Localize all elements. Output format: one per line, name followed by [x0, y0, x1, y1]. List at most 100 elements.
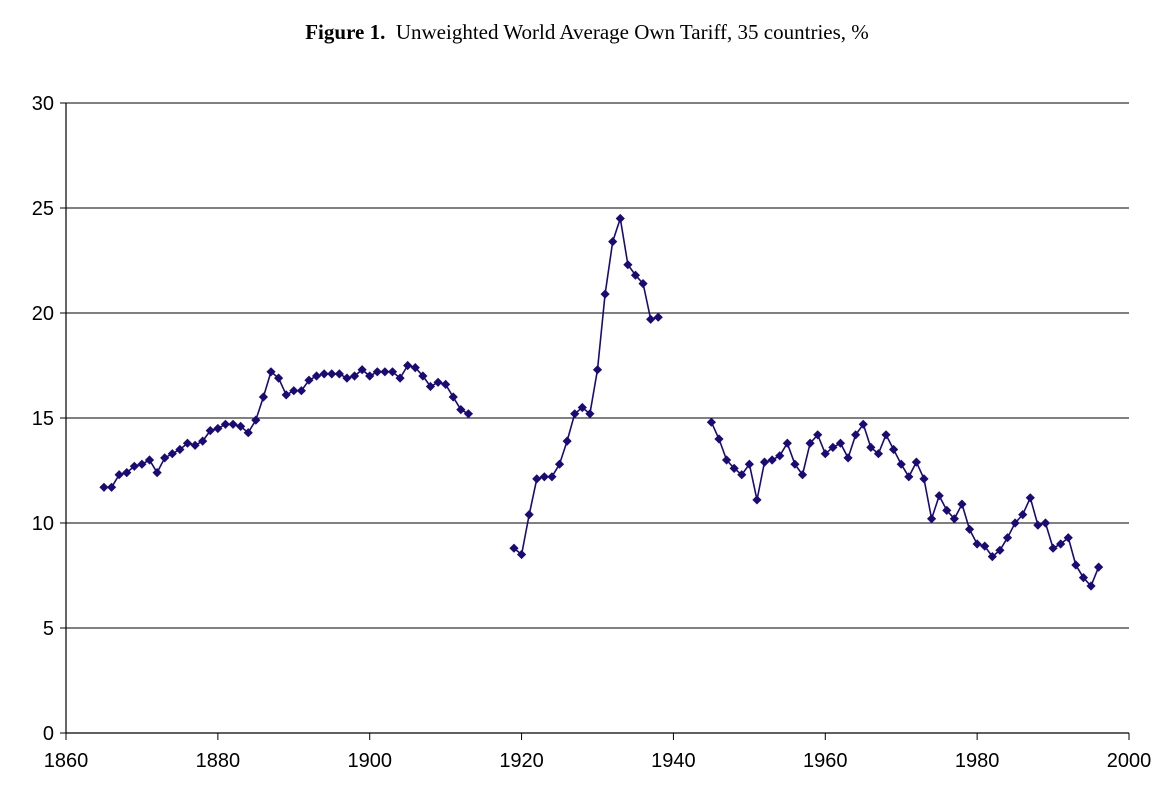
- data-point-1873: [160, 453, 170, 463]
- data-point-1911: [448, 392, 458, 402]
- data-point-1932: [608, 237, 618, 247]
- data-point-1956: [790, 459, 800, 469]
- data-point-1865: [99, 482, 109, 492]
- data-point-1896: [334, 369, 344, 379]
- data-point-1905: [403, 360, 413, 371]
- data-point-1883: [236, 421, 246, 431]
- data-point-1928: [577, 402, 587, 413]
- data-point-1927: [570, 409, 580, 419]
- data-point-1969: [889, 444, 899, 455]
- x-tick-label: 1960: [803, 750, 848, 772]
- data-point-1879: [205, 426, 215, 436]
- data-point-1979: [964, 524, 975, 534]
- data-point-1909: [433, 377, 443, 387]
- data-point-1953: [767, 455, 777, 465]
- data-point-1962: [835, 438, 846, 448]
- data-point-1868: [122, 468, 132, 478]
- data-point-1887: [266, 367, 276, 377]
- x-tick-label: 1860: [44, 750, 89, 772]
- y-tick-label: 25: [32, 198, 54, 220]
- data-point-1977: [949, 514, 959, 524]
- data-point-1981: [980, 541, 990, 551]
- x-tick-label: 1980: [955, 750, 1000, 772]
- data-point-1870: [137, 459, 147, 469]
- data-point-1919: [509, 543, 519, 553]
- data-point-1995: [1086, 581, 1096, 591]
- series-line-segment-1: [104, 364, 469, 489]
- x-tick-label: 1880: [196, 750, 241, 772]
- data-point-1936: [638, 279, 648, 289]
- data-point-1965: [858, 419, 868, 429]
- axes: [60, 102, 1130, 740]
- series: [99, 213, 1104, 591]
- data-point-1876: [182, 438, 193, 448]
- data-point-1988: [1033, 520, 1043, 530]
- data-point-1980: [972, 539, 982, 549]
- data-point-1920: [516, 549, 527, 560]
- x-tick-label: 1920: [499, 750, 544, 772]
- data-point-1908: [425, 381, 436, 392]
- data-point-1929: [585, 409, 595, 419]
- data-point-1897: [342, 373, 352, 383]
- data-point-1982: [987, 552, 997, 562]
- data-point-1913: [463, 409, 474, 419]
- data-point-1872: [152, 468, 162, 478]
- data-point-1974: [926, 514, 937, 524]
- data-point-1984: [1002, 533, 1013, 543]
- data-point-1871: [144, 455, 155, 465]
- data-point-1898: [349, 371, 360, 381]
- data-point-1904: [395, 373, 405, 383]
- data-point-1910: [441, 379, 451, 389]
- data-point-1906: [410, 363, 420, 373]
- data-point-1957: [797, 470, 808, 480]
- data-point-1921: [524, 510, 534, 520]
- data-point-1912: [456, 405, 466, 415]
- data-point-1931: [600, 289, 610, 299]
- data-point-1975: [934, 491, 944, 501]
- data-point-1990: [1048, 543, 1058, 553]
- data-point-1885: [251, 415, 261, 425]
- y-tick-label: 5: [43, 618, 54, 640]
- data-point-1966: [866, 442, 876, 452]
- data-point-1987: [1025, 493, 1035, 503]
- data-point-1968: [881, 430, 891, 440]
- data-point-1938: [653, 312, 663, 322]
- data-point-1866: [106, 482, 117, 492]
- data-point-1907: [418, 371, 428, 381]
- data-point-1949: [737, 470, 747, 480]
- data-point-1950: [744, 459, 754, 469]
- y-tick-label: 20: [32, 303, 54, 325]
- y-tick-label: 15: [32, 408, 54, 430]
- data-point-1993: [1071, 560, 1081, 570]
- data-point-1996: [1094, 562, 1104, 572]
- x-tick-label: 1940: [651, 750, 696, 772]
- data-point-1890: [289, 386, 299, 396]
- data-point-1888: [274, 373, 284, 383]
- data-point-1933: [615, 213, 625, 224]
- data-point-1923: [539, 472, 549, 482]
- data-point-1880: [213, 423, 223, 434]
- data-point-1970: [896, 459, 906, 469]
- data-point-1971: [904, 472, 914, 482]
- data-point-1934: [623, 260, 633, 270]
- x-tick-label: 1900: [347, 750, 392, 772]
- data-point-1925: [554, 459, 565, 469]
- data-point-1891: [296, 386, 306, 396]
- data-point-1893: [311, 371, 322, 381]
- data-point-1877: [190, 440, 200, 450]
- data-point-1935: [630, 270, 641, 280]
- data-point-1954: [775, 451, 785, 461]
- data-point-1951: [752, 495, 762, 505]
- data-point-1959: [813, 430, 823, 440]
- data-point-1955: [782, 438, 792, 448]
- data-point-1937: [646, 314, 656, 324]
- series-line-segment-3: [710, 421, 1100, 588]
- data-point-1952: [759, 457, 770, 467]
- data-point-1960: [820, 449, 830, 459]
- data-point-1894: [319, 369, 329, 379]
- data-point-1992: [1063, 533, 1073, 543]
- data-point-1902: [380, 367, 390, 377]
- x-tick-label: 2000: [1107, 750, 1152, 772]
- data-point-1901: [372, 367, 382, 377]
